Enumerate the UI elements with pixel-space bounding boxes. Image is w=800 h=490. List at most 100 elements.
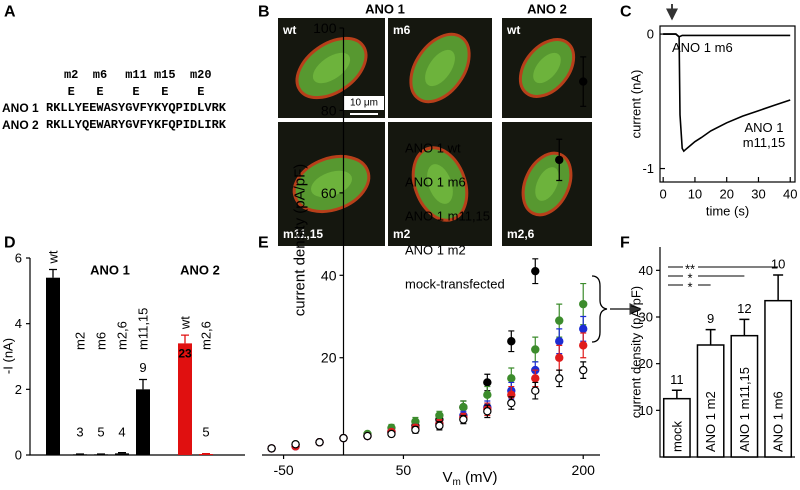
x-tick-label: 30 <box>751 187 765 202</box>
significance-label: ** <box>685 262 695 277</box>
n-label: 5 <box>97 425 104 440</box>
error-bar <box>773 274 784 301</box>
substitution: E <box>197 85 204 99</box>
sequence-name: ANO 2 <box>2 118 39 132</box>
mutation-label: m20 <box>190 68 212 82</box>
data-point <box>459 415 468 424</box>
bar <box>115 453 129 455</box>
data-point <box>339 433 348 443</box>
y-tick-label: 40 <box>321 267 337 283</box>
category-label: m2,6 <box>199 321 214 350</box>
data-point <box>507 374 516 383</box>
cell-texture <box>425 49 455 87</box>
image-label: m11,15 <box>283 227 323 241</box>
cell-texture <box>427 164 453 204</box>
error-bar <box>705 328 716 345</box>
residue-segment: F <box>161 118 168 132</box>
data-point <box>435 411 444 420</box>
data-point <box>291 440 300 449</box>
panel-label: C <box>620 4 632 21</box>
group-label: ANO 1 <box>90 263 130 278</box>
category-label: ANO 1 m2 <box>703 391 718 452</box>
residue-segment: ARYG <box>104 118 133 132</box>
n-label: 5 <box>202 425 209 440</box>
data-point <box>483 390 492 400</box>
y-tick-label: 80 <box>321 102 337 118</box>
data-point <box>555 337 564 346</box>
substitution: E <box>132 85 139 99</box>
x-axis-label-part: m <box>453 477 461 488</box>
substitution: E <box>68 85 75 99</box>
y-tick-label: 0 <box>647 27 654 42</box>
data-point <box>579 365 588 375</box>
substitution: E <box>96 85 103 99</box>
category-label: ANO 1 m11,15 <box>737 367 752 452</box>
y-tick-label: 0 <box>15 448 22 463</box>
data-point <box>555 374 564 383</box>
cell-texture <box>533 52 561 84</box>
n-label: 3 <box>76 425 83 440</box>
residue-segment: W <box>96 101 104 115</box>
legend-label: ANO 1 m6 <box>405 175 466 190</box>
plot-frame <box>659 25 796 183</box>
n-label: 11 <box>670 372 684 387</box>
data-point <box>387 429 396 439</box>
data-point <box>579 77 588 86</box>
y-axis-label: -I (nA) <box>1 338 16 374</box>
y-tick-label: -1 <box>642 161 654 176</box>
data-point <box>531 266 540 276</box>
substitution: E <box>161 85 168 99</box>
category-label: m6 <box>94 332 109 350</box>
bar <box>764 299 793 458</box>
residue-segment: RK <box>212 118 227 132</box>
bar <box>136 389 150 455</box>
legend-label: ANO 1 m11,15 <box>405 209 490 224</box>
residue-segment: L <box>60 101 67 115</box>
n-label: 10 <box>771 257 785 272</box>
n-label: 9 <box>139 360 146 375</box>
data-point <box>483 378 492 387</box>
data-point <box>579 324 588 334</box>
legend-label: ANO 1 m2 <box>405 243 466 258</box>
category-label: ANO 1 m6 <box>771 391 786 452</box>
image-label: m6 <box>393 23 411 37</box>
data-point <box>483 407 492 416</box>
y-tick-label: 6 <box>15 251 22 266</box>
n-label: 23 <box>46 281 60 295</box>
category-label: m11,15 <box>136 308 151 350</box>
x-tick-label: 10 <box>688 187 702 202</box>
error-bar <box>181 334 189 344</box>
residue-segment: QPID <box>168 101 197 115</box>
significance-label: * <box>687 280 692 295</box>
trace <box>663 33 791 153</box>
error-bar <box>671 389 682 399</box>
residue-segment: I <box>204 118 211 132</box>
bar <box>178 343 192 455</box>
data-point <box>531 345 540 354</box>
x-tick-label: 50 <box>396 462 412 478</box>
mutation-label: m15 <box>154 68 176 82</box>
legend-label: mock-transfected <box>405 277 505 292</box>
x-axis-label-part: (mV) <box>461 469 498 486</box>
x-tick-label: 20 <box>719 187 733 202</box>
y-tick-label: 10 <box>639 403 653 418</box>
residue-segment: RK <box>46 101 61 115</box>
data-point <box>579 299 588 309</box>
residue-segment: L <box>68 101 75 115</box>
y-axis-label: current density (pA/pF) <box>292 164 309 317</box>
panel-label: E <box>258 235 269 252</box>
image-label: m2,6 <box>507 227 535 241</box>
x-tick-label: -50 <box>273 462 293 478</box>
data-point <box>531 374 540 383</box>
panel-label: A <box>4 4 16 21</box>
residue-segment: V <box>132 101 140 115</box>
error-bar <box>739 318 750 336</box>
mutation-label: m11 <box>125 68 147 82</box>
x-axis-label-part: V <box>442 469 452 486</box>
residue-segment: YQE <box>75 118 97 132</box>
x-tick-label: 40 <box>783 187 797 202</box>
n-label: 12 <box>737 301 751 316</box>
residue-segment: V <box>204 101 212 115</box>
error-bar <box>139 378 147 390</box>
sequence-name: ANO 1 <box>2 101 39 115</box>
